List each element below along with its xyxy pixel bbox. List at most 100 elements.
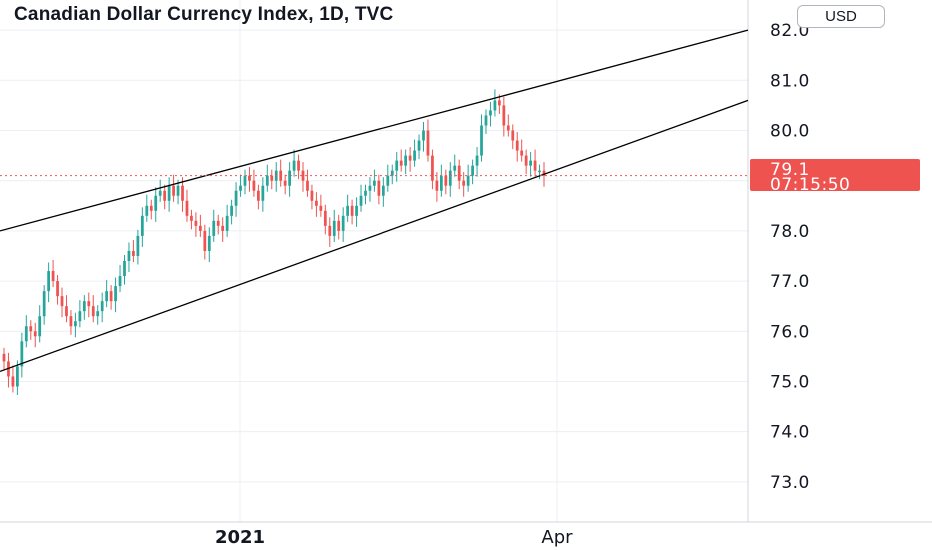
candle-up [123, 261, 126, 277]
candle-up [243, 175, 247, 186]
trendlines[interactable] [0, 29, 749, 373]
y-tick-label: 77.0 [770, 272, 810, 292]
candle-up [493, 100, 497, 111]
candle-down [462, 180, 466, 186]
candle-down [533, 160, 537, 171]
candle-up [42, 291, 46, 317]
candle-down [319, 205, 323, 211]
candle-up [78, 311, 82, 322]
candle-down [256, 190, 260, 201]
candle-up [96, 311, 100, 317]
candle-up [207, 235, 211, 251]
price-axis-ticks[interactable]: 73.074.075.076.077.078.079.080.081.082.0 [770, 21, 810, 493]
candle-down [248, 175, 251, 181]
candle-down [194, 220, 198, 226]
last-price-value: 79.1 [770, 160, 810, 180]
candle-up [145, 205, 149, 216]
candle-down [69, 316, 73, 327]
y-tick-label: 76.0 [770, 322, 810, 342]
candle-up [230, 205, 233, 216]
candle-down [431, 155, 434, 181]
candle-down [163, 190, 167, 201]
candle-down [283, 180, 287, 186]
candle-up [466, 175, 470, 186]
candle-down [310, 190, 314, 201]
candle-down [11, 376, 15, 387]
candle-up [395, 160, 399, 171]
y-tick-label: 78.0 [770, 222, 810, 242]
candle-down [252, 180, 256, 191]
candle-up [118, 276, 122, 287]
candle-down [203, 230, 207, 251]
y-tick-label: 75.0 [770, 372, 810, 392]
candle-down [33, 331, 37, 337]
currency-badge[interactable]: USD [797, 5, 885, 28]
x-tick-label: Apr [541, 527, 573, 548]
candle-up [292, 160, 296, 171]
candle-up [114, 286, 117, 302]
candle-down [323, 210, 327, 226]
candle-down [87, 301, 91, 307]
y-tick-label: 73.0 [770, 473, 810, 493]
candle-up [154, 195, 158, 211]
candle-down [29, 326, 33, 332]
candle-up [346, 205, 350, 216]
candle-down [216, 220, 220, 226]
candle-down [502, 105, 506, 126]
candle-up [265, 175, 269, 186]
candle-up [234, 190, 238, 206]
trendline-lower [0, 99, 749, 373]
candle-up [24, 326, 28, 342]
candle-up [225, 215, 229, 231]
candle-up [364, 190, 367, 196]
candle-up [332, 220, 336, 236]
candle-up [538, 170, 541, 173]
candle-down [328, 225, 332, 236]
candle-down [515, 140, 519, 151]
chart-title: Canadian Dollar Currency Index, 1D, TVC [14, 4, 394, 25]
candle-up [158, 190, 162, 196]
candle-up [167, 185, 171, 201]
candle-up [381, 185, 385, 196]
candle-up [489, 110, 492, 116]
candle-up [288, 170, 292, 186]
candle-down [270, 175, 274, 181]
candle-up [212, 220, 216, 236]
candle-down [520, 150, 524, 156]
candles [2, 89, 546, 396]
candle-up [82, 301, 86, 312]
last-price-label-bg [750, 159, 920, 191]
candle-down [190, 215, 193, 221]
candle-up [100, 301, 104, 312]
candle-down [132, 250, 135, 256]
candle-down [56, 281, 59, 297]
candle-up [475, 155, 479, 166]
candle-up [127, 250, 131, 261]
candle-up [140, 215, 144, 236]
candle-up [47, 271, 51, 292]
candle-down [149, 205, 153, 211]
candle-down [185, 200, 189, 216]
candle-down [172, 185, 175, 196]
candle-up [453, 165, 457, 171]
candle-down [315, 200, 318, 206]
candle-down [377, 180, 381, 196]
candle-up [16, 366, 19, 387]
candle-down [65, 306, 68, 317]
candle-down [109, 291, 113, 302]
candle-down [181, 185, 184, 201]
candle-down [497, 100, 501, 106]
time-axis-ticks[interactable]: 2021 Apr [215, 527, 573, 548]
candle-up [368, 185, 372, 191]
candle-down [511, 130, 515, 141]
y-tick-label: 81.0 [770, 71, 810, 91]
candle-up [239, 185, 242, 191]
candle-up [261, 185, 265, 201]
x-tick-label: 2021 [215, 527, 265, 548]
candle-up [355, 205, 358, 216]
candle-down [2, 353, 6, 362]
candle-up [480, 125, 483, 156]
candle-up [74, 321, 77, 327]
grid-lines [0, 0, 748, 522]
